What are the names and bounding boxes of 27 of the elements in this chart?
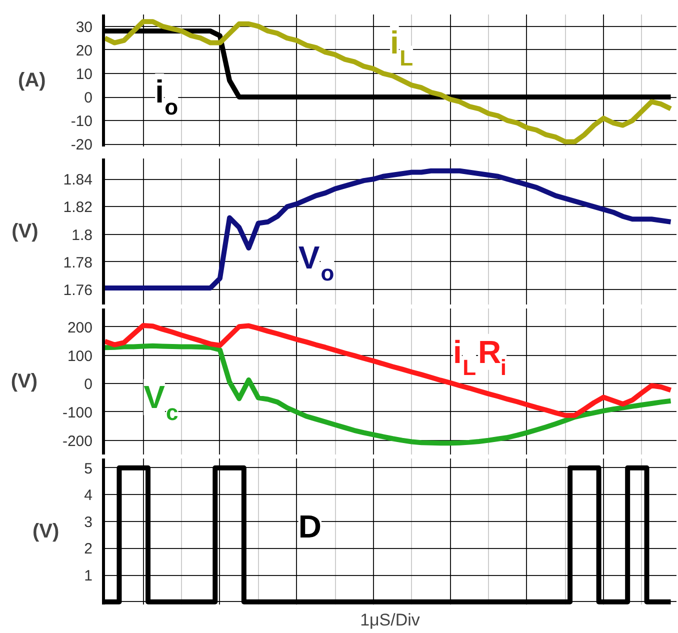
- y-tick-label: 20: [76, 42, 93, 60]
- y-axis-title: (A): [18, 70, 46, 92]
- y-tick-label: 100: [67, 348, 93, 365]
- y-tick-label: 1.84: [63, 172, 93, 189]
- y-tick-label: -10: [70, 113, 93, 130]
- y-tick-label: 30: [76, 18, 93, 36]
- y-axis-title: (V): [10, 370, 38, 392]
- y-tick-label: 1.76: [63, 282, 93, 299]
- y-tick-label: 1.82: [63, 199, 93, 216]
- y-tick-label: 3: [84, 514, 92, 531]
- y-tick-label: 200: [67, 319, 93, 336]
- x-axis-title: 1μS/Div: [360, 610, 420, 630]
- y-tick-label: 10: [76, 66, 93, 83]
- y-tick-label: 1: [84, 568, 92, 585]
- y-tick-label: 1.78: [63, 254, 93, 272]
- y-tick-label: 5: [84, 460, 92, 478]
- y-axis-title: (V): [12, 220, 38, 242]
- series-label: D: [298, 508, 322, 545]
- y-axis-title: (V): [32, 520, 60, 542]
- y-tick-label: 4: [84, 487, 92, 504]
- y-tick-label: 1.8: [72, 226, 93, 244]
- y-tick-label: -100: [62, 404, 93, 422]
- y-tick-label: 0: [84, 90, 92, 106]
- y-tick-label: 0: [84, 376, 92, 394]
- y-tick-label: 2: [84, 540, 92, 558]
- y-tick-label: -200: [62, 432, 93, 450]
- y-tick-label: -20: [70, 136, 93, 154]
